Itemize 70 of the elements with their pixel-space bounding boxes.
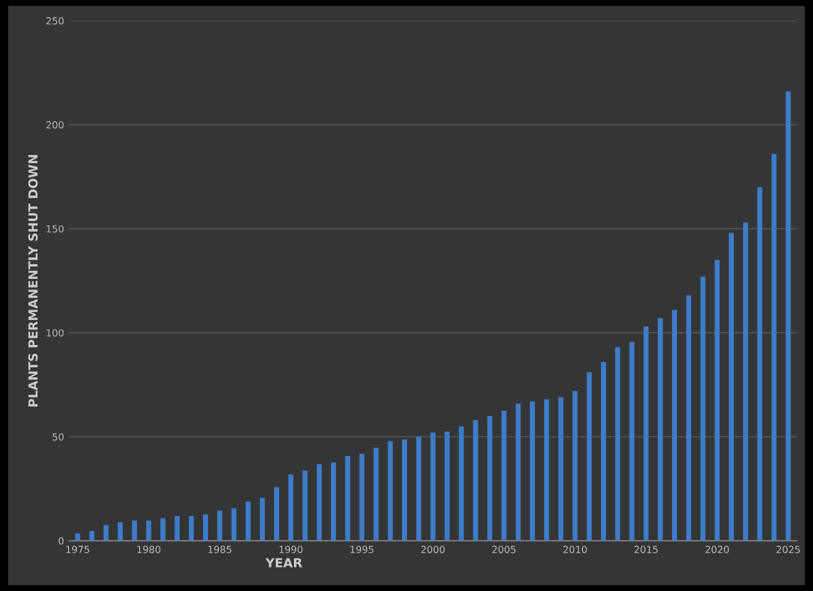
x-tick-label: 2025 bbox=[776, 546, 800, 554]
bar bbox=[217, 510, 222, 541]
bar bbox=[700, 276, 706, 541]
bar bbox=[572, 390, 578, 541]
bar bbox=[288, 474, 294, 541]
bar bbox=[501, 410, 506, 541]
x-tick-label: 1985 bbox=[208, 546, 232, 554]
bar bbox=[345, 456, 350, 541]
bar bbox=[544, 399, 550, 541]
y-axis-title: PLANTS PERMANENTLY SHUT DOWN bbox=[28, 155, 38, 406]
bar bbox=[672, 310, 678, 541]
bar bbox=[516, 403, 521, 541]
bar bbox=[757, 187, 762, 541]
bar bbox=[743, 222, 748, 541]
bar bbox=[487, 416, 492, 541]
x-tick-label: 2015 bbox=[634, 546, 658, 554]
bar bbox=[558, 397, 564, 541]
y-tick-label: 100 bbox=[46, 329, 64, 337]
bar bbox=[374, 448, 379, 541]
x-axis-title: YEAR bbox=[265, 558, 302, 568]
x-tick-label: 1995 bbox=[350, 546, 374, 554]
bar bbox=[118, 522, 123, 541]
bar bbox=[444, 432, 450, 541]
bar bbox=[246, 501, 251, 541]
bar bbox=[104, 524, 109, 541]
bar bbox=[75, 533, 80, 541]
bar bbox=[260, 498, 265, 541]
x-tick-label: 2005 bbox=[492, 546, 516, 554]
bar bbox=[388, 441, 393, 541]
bar bbox=[316, 464, 322, 541]
bar bbox=[786, 91, 791, 541]
y-tick-label: 150 bbox=[46, 225, 64, 233]
x-tick-label: 2010 bbox=[563, 546, 587, 554]
bar bbox=[274, 487, 280, 541]
x-tick-label: 2000 bbox=[421, 546, 445, 554]
x-tick-label: 1980 bbox=[137, 546, 160, 554]
bar bbox=[686, 295, 692, 541]
x-tick-label: 1990 bbox=[280, 546, 303, 554]
x-tick-label: 2020 bbox=[705, 546, 729, 554]
bar bbox=[458, 426, 464, 541]
bar bbox=[330, 462, 336, 541]
bar bbox=[714, 260, 720, 541]
bar bbox=[473, 420, 478, 541]
y-tick-label: 250 bbox=[46, 17, 64, 25]
x-tick-label: 1975 bbox=[66, 546, 90, 554]
y-tick-label: 0 bbox=[58, 537, 64, 545]
bar bbox=[530, 401, 535, 541]
bar bbox=[600, 362, 606, 541]
bar bbox=[772, 154, 776, 541]
bar bbox=[89, 530, 94, 541]
y-tick-label: 200 bbox=[46, 121, 64, 129]
bar bbox=[132, 520, 137, 541]
bar bbox=[146, 520, 152, 541]
bar bbox=[586, 372, 592, 541]
bar bbox=[615, 347, 620, 541]
bar bbox=[644, 326, 649, 541]
bar bbox=[188, 516, 194, 541]
bar bbox=[430, 432, 436, 541]
bar bbox=[160, 518, 166, 541]
bar bbox=[359, 454, 364, 541]
bar bbox=[402, 439, 407, 541]
bar bbox=[302, 470, 308, 541]
bar bbox=[231, 508, 236, 541]
bar bbox=[658, 318, 663, 541]
bar bbox=[416, 436, 422, 541]
bar bbox=[203, 514, 208, 541]
bar bbox=[174, 516, 180, 541]
y-tick-label: 50 bbox=[52, 433, 64, 441]
bar bbox=[629, 342, 634, 541]
bar bbox=[728, 232, 734, 541]
